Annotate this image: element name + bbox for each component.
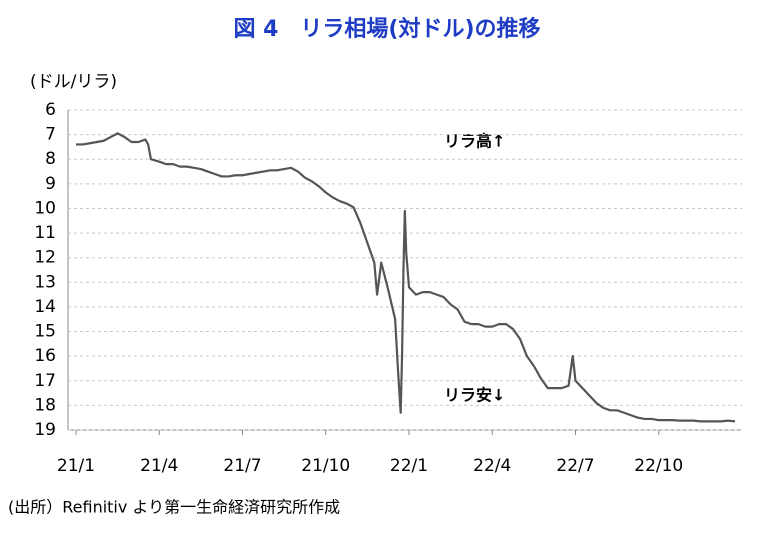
- y-tick-label: 14: [34, 297, 56, 317]
- x-tick-label: 21/7: [223, 456, 261, 476]
- y-tick-label: 11: [34, 223, 56, 243]
- x-tick-label: 21/4: [140, 456, 178, 476]
- y-tick-label: 9: [45, 174, 56, 194]
- x-tick-label: 22/10: [634, 456, 683, 476]
- y-tick-label: 18: [34, 395, 56, 415]
- y-tick-label: 13: [34, 272, 56, 292]
- y-tick-label: 19: [34, 420, 56, 440]
- x-tick-label: 21/1: [57, 456, 95, 476]
- annotation: リラ安↓: [444, 386, 505, 405]
- y-tick-label: 6: [45, 100, 56, 120]
- series-line: [76, 132, 736, 423]
- y-tick-label: 10: [34, 198, 56, 218]
- y-tick-label: 16: [34, 346, 56, 366]
- x-tick-label: 22/7: [556, 456, 594, 476]
- x-tick-label: 21/10: [301, 456, 350, 476]
- y-tick-label: 15: [34, 322, 56, 342]
- y-tick-label: 17: [34, 371, 56, 391]
- x-tick-label: 22/4: [473, 456, 511, 476]
- y-tick-label: 8: [45, 149, 56, 169]
- y-tick-label: 7: [45, 125, 56, 145]
- chart-title: 図 4 リラ相場(対ドル)の推移: [233, 16, 540, 42]
- y-tick-label: 12: [34, 248, 56, 268]
- source-note: (出所）Refinitiv より第一生命経済研究所作成: [8, 498, 340, 517]
- x-tick-label: 22/1: [390, 456, 428, 476]
- y-axis-label: (ドル/リラ): [30, 72, 117, 92]
- annotation: リラ高↑: [444, 132, 505, 151]
